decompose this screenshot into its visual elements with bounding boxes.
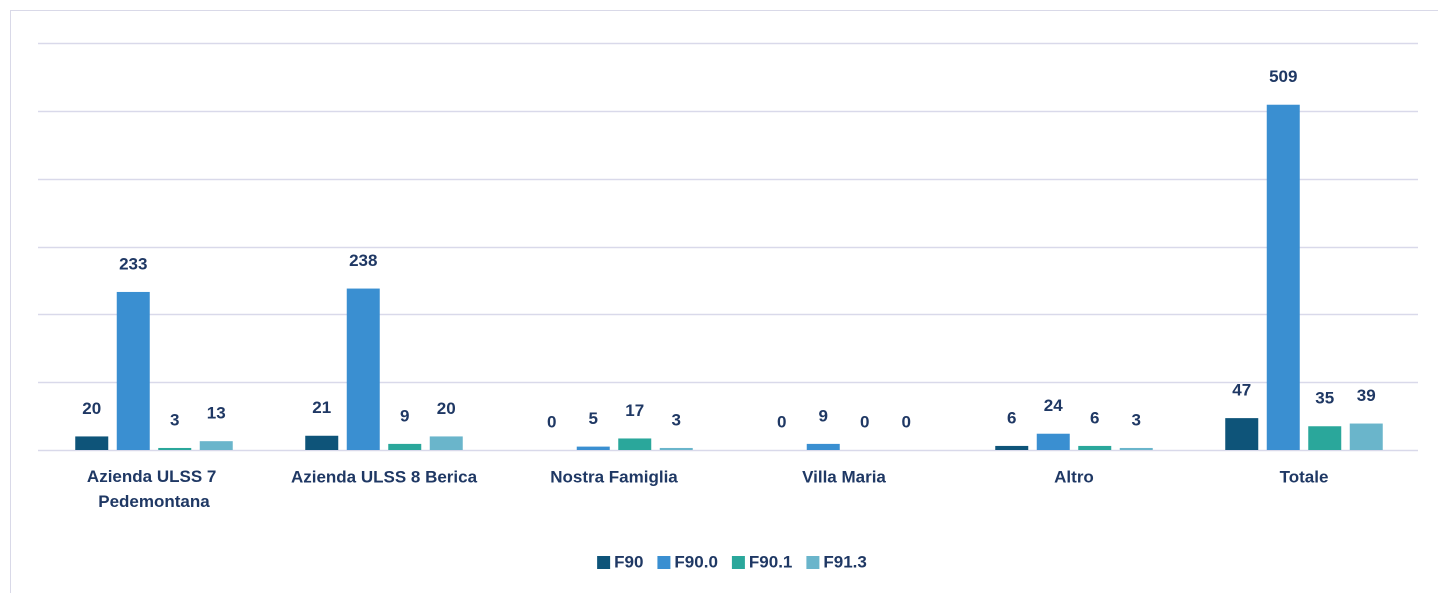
legend: F90 F90.0 F90.1 F91.3 [597,552,867,571]
data-label: 6 [1007,408,1016,427]
data-label: 9 [400,406,409,425]
data-label: 3 [672,410,681,429]
data-label: 17 [625,401,644,420]
data-label: 3 [1132,410,1141,429]
data-label: 509 [1269,67,1297,86]
x-tick-label: Totale [1280,467,1329,486]
data-label: 39 [1357,386,1376,405]
bar [388,443,422,450]
data-label: 24 [1044,396,1063,415]
data-label: 35 [1315,389,1334,408]
bar [199,441,233,450]
data-label: 20 [82,399,101,418]
data-label: 13 [207,404,226,423]
bar [1349,423,1383,450]
data-label: 5 [589,409,598,428]
legend-label: F91.3 [823,552,866,571]
data-label: 9 [819,406,828,425]
bar [158,447,192,450]
bar [995,445,1029,450]
chart-frame [10,10,1438,593]
bar [429,436,463,450]
data-label: 3 [170,410,179,429]
bar [1225,418,1259,450]
bar [576,446,610,450]
legend-swatch [806,556,820,569]
bar [618,438,652,450]
x-tick-label-line: Pedemontana [98,492,210,511]
bar [1308,426,1342,450]
data-label: 233 [119,254,147,273]
bar [116,291,150,450]
legend-label: F90 [614,552,643,571]
bar [1078,445,1112,450]
data-label: 21 [312,398,331,417]
bar [806,443,840,450]
legend-swatch [657,556,671,569]
x-tick-label: Villa Maria [802,467,886,486]
x-tick-label: Nostra Famiglia [550,467,678,486]
x-tick-label-line: Azienda ULSS 7 [87,467,221,486]
data-label: 47 [1232,381,1251,400]
legend-swatch [731,556,745,569]
data-label: 238 [349,251,377,270]
x-tick-label: Azienda ULSS 8 Berica [291,467,478,486]
x-tick-label: Azienda ULSS 7 Pedemontana [87,467,221,511]
x-tick-label: Altro [1054,467,1094,486]
data-label: 0 [902,412,911,431]
bar [1036,433,1070,450]
legend-label: F90.0 [674,552,717,571]
data-label: 0 [860,412,869,431]
bar [346,288,380,450]
bar [75,436,109,450]
bar [1266,104,1300,450]
data-label: 6 [1090,408,1099,427]
bar [305,435,339,450]
bar [659,447,693,450]
legend-label: F90.1 [749,552,792,571]
legend-swatch [597,556,611,569]
data-label: 0 [777,412,786,431]
bar [1119,447,1153,450]
data-label: 0 [547,412,556,431]
data-label: 20 [437,399,456,418]
